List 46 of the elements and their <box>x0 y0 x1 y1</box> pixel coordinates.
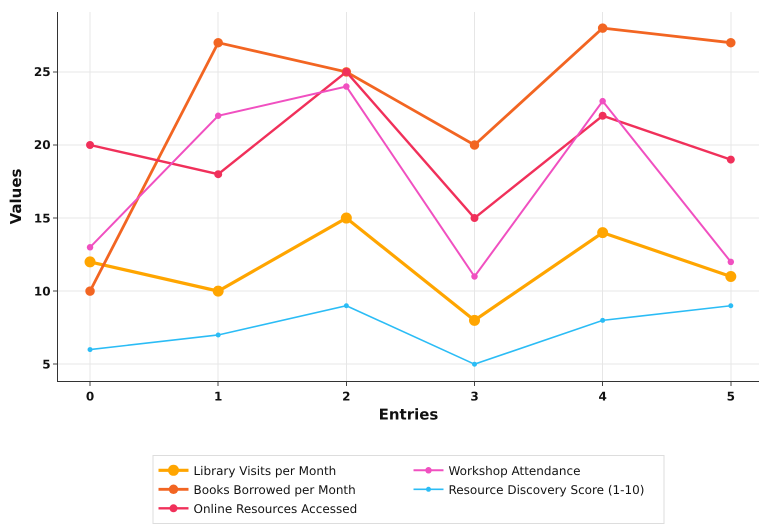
y-tick-label: 15 <box>34 211 51 226</box>
point <box>598 112 607 120</box>
point <box>469 314 480 326</box>
legend-label: Online Resources Accessed <box>194 502 358 516</box>
point <box>84 256 96 268</box>
point <box>599 98 606 104</box>
x-axis-title: Entries <box>378 405 438 424</box>
point <box>214 112 222 120</box>
point <box>471 273 478 280</box>
point <box>214 170 222 178</box>
point <box>598 23 608 33</box>
point <box>472 362 477 367</box>
y-tick-label: 10 <box>34 284 51 298</box>
legend-label: Resource Discovery Score (1-10) <box>448 482 644 497</box>
point <box>344 303 349 308</box>
x-tick-label: 2 <box>342 389 351 404</box>
point <box>470 140 480 150</box>
point <box>470 214 478 222</box>
x-tick-label: 4 <box>598 389 607 404</box>
point <box>86 140 94 149</box>
y-tick-label: 20 <box>34 138 51 152</box>
x-tick-label: 3 <box>470 389 479 404</box>
legend-label: Books Borrowed per Month <box>194 482 356 497</box>
point <box>343 83 350 90</box>
x-tick-label: 1 <box>214 389 222 404</box>
point <box>85 286 95 296</box>
point <box>212 286 224 297</box>
x-tick-label: 0 <box>86 389 94 404</box>
point <box>725 271 736 282</box>
point <box>213 38 223 48</box>
point <box>86 244 94 251</box>
y-tick-label: 5 <box>42 357 51 372</box>
point <box>597 227 608 238</box>
legend-label: Library Visits per Month <box>194 464 336 478</box>
point <box>216 332 221 338</box>
point <box>600 318 606 323</box>
y-tick-label: 25 <box>34 65 51 80</box>
point <box>726 156 735 164</box>
point <box>728 303 734 308</box>
point <box>728 258 734 266</box>
y-axis-title: Values <box>7 168 26 224</box>
point <box>340 212 352 224</box>
point <box>726 38 736 48</box>
legend-label: Workshop Attendance <box>448 464 580 478</box>
x-tick-label: 5 <box>726 389 735 404</box>
point <box>88 347 93 352</box>
